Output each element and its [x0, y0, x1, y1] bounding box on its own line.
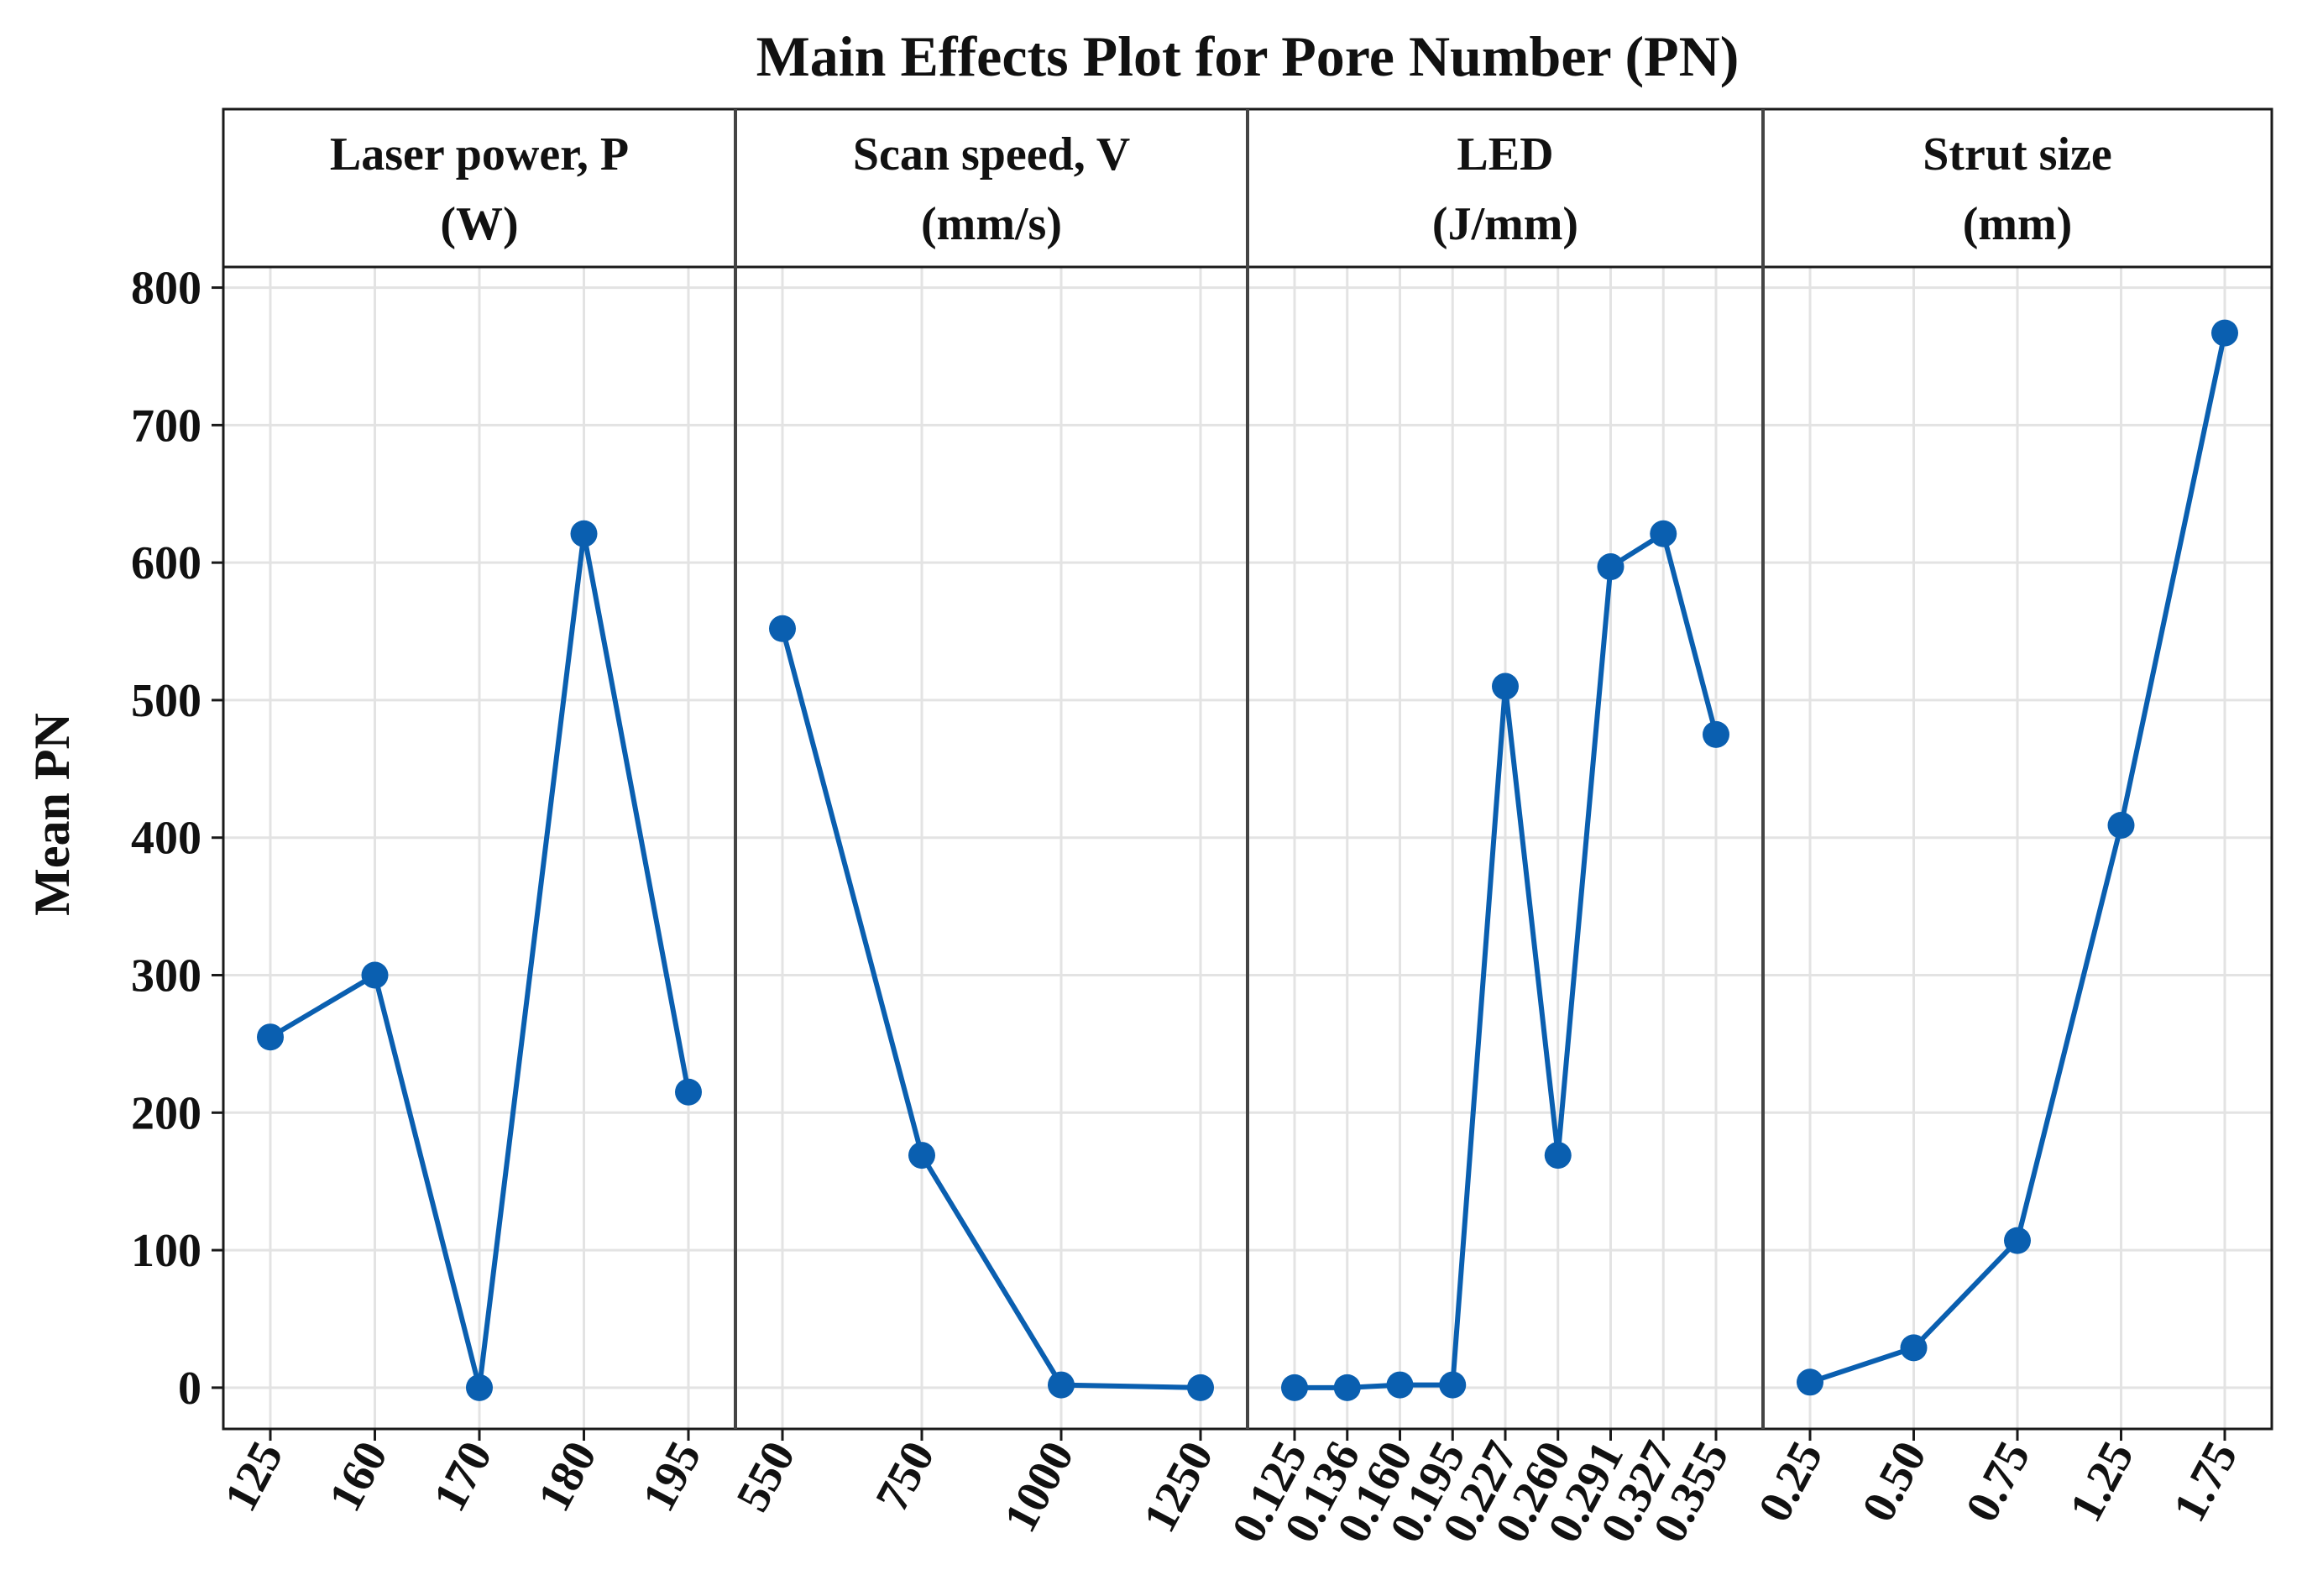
data-point	[1544, 1142, 1572, 1170]
strip-label-line1: LED	[1457, 128, 1553, 181]
x-tick-label: 1000	[994, 1433, 1084, 1541]
data-point	[2004, 1227, 2031, 1254]
x-tick-label: 1.75	[2163, 1433, 2248, 1531]
y-axis: 0 100 200 300 400 500 600 700 800	[131, 263, 223, 1415]
data-point	[570, 520, 598, 547]
strip-label-line1: Laser power, P	[330, 128, 629, 181]
data-point	[1597, 553, 1624, 581]
y-tick-label: 400	[131, 813, 201, 865]
data-point	[257, 1023, 284, 1051]
data-point	[1900, 1334, 1928, 1362]
data-point	[1703, 720, 1729, 748]
y-tick-label: 600	[131, 537, 201, 589]
data-point	[1492, 672, 1519, 700]
y-tick-label: 100	[131, 1225, 201, 1277]
data-point	[769, 615, 796, 642]
y-tick-label: 800	[131, 263, 201, 315]
strip-label-line2: (J/mm)	[1432, 198, 1578, 250]
strip-label-line2: (mm)	[1963, 198, 2073, 250]
data-point	[361, 961, 389, 989]
x-tick-label: 0.75	[1956, 1433, 2041, 1531]
data-point	[1048, 1371, 1075, 1399]
x-tick-label: 0.25	[1749, 1433, 1834, 1531]
y-tick-label: 300	[131, 950, 201, 1002]
data-point	[1281, 1374, 1308, 1401]
x-tick-label: 0.50	[1852, 1433, 1937, 1531]
data-point	[1650, 520, 1677, 547]
panel-1: Laser power, P (W) 125 160 170 180 195	[214, 107, 737, 1520]
data-point	[2107, 811, 2135, 839]
x-tick-label: 180	[528, 1433, 607, 1520]
x-tick-label: 160	[319, 1433, 398, 1520]
data-point	[1333, 1374, 1361, 1401]
data-point	[2211, 319, 2238, 347]
data-point	[466, 1374, 493, 1401]
y-tick-label: 0	[178, 1363, 201, 1415]
panel-2: Scan speed, V (mm/s) 550 750 1000 1250	[726, 107, 1249, 1541]
strip-label-line1: Scan speed, V	[853, 128, 1130, 181]
panel-4: Strut size (mm) 0.25 0.50 0.75 1.25 1.75	[1749, 107, 2273, 1531]
y-axis-label: Mean PN	[24, 713, 80, 916]
data-point	[1187, 1374, 1214, 1401]
chart-title: Main Effects Plot for Pore Number (PN)	[756, 24, 1740, 88]
x-tick-label: 750	[866, 1433, 944, 1520]
strip-label-line1: Strut size	[1923, 128, 2112, 181]
panel-3: LED(J/mm)0.1250.1360.1600.1950.2270.2600…	[1222, 107, 1765, 1551]
x-tick-label: 170	[423, 1433, 502, 1520]
y-tick-label: 200	[131, 1087, 201, 1139]
data-point	[675, 1078, 702, 1106]
x-tick-label: 1250	[1133, 1433, 1223, 1541]
y-tick-label: 700	[131, 400, 201, 452]
series-line	[780, 627, 1201, 1390]
y-tick-label: 500	[131, 675, 201, 727]
x-tick-label: 195	[632, 1433, 711, 1520]
data-point	[1439, 1371, 1467, 1399]
x-tick-label: 550	[726, 1433, 805, 1520]
strip-label-line2: (mm/s)	[921, 198, 1062, 250]
data-point	[908, 1142, 935, 1170]
x-tick-label: 1.25	[2059, 1433, 2144, 1531]
x-tick-label: 125	[214, 1433, 293, 1520]
data-point	[1386, 1371, 1414, 1399]
data-point	[1797, 1368, 1823, 1396]
strip-label-line2: (W)	[440, 198, 518, 250]
